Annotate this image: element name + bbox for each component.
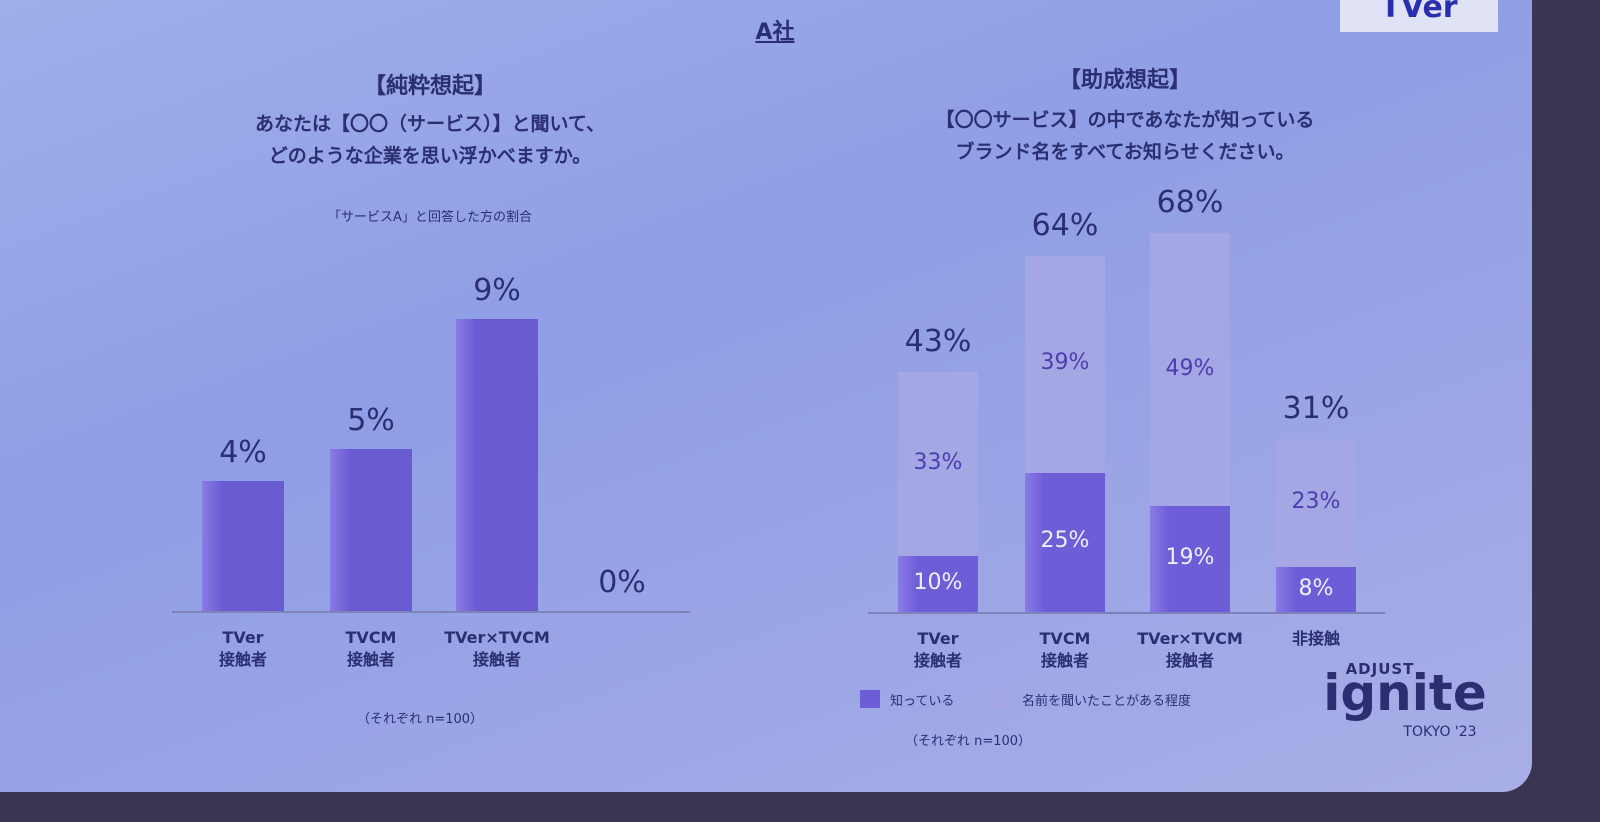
value-label: 9%: [473, 272, 521, 308]
note: （それぞれ n=100）: [356, 712, 484, 727]
annotation: 「サービスA」と回答した方の割合: [328, 210, 532, 225]
x-tick-label: TVer 接触者: [218, 628, 267, 669]
bar-segment: [1025, 472, 1105, 612]
x-tick-label: TVer×TVCM 接触者: [1137, 629, 1243, 670]
note: （それぞれ n=100）: [904, 734, 1032, 749]
value-label: 5%: [347, 402, 395, 438]
x-axis: [868, 612, 1385, 614]
chart-subtitle: あなたは【〇〇（サービス）】と聞いて、 どのような企業を思い浮かべますか。: [255, 113, 605, 167]
segment-label: 39%: [1040, 350, 1090, 376]
legend-label: 名前を聞いたことがある程度: [1022, 694, 1192, 709]
segment-label: 8%: [1298, 575, 1334, 601]
legend-swatch: [860, 690, 880, 708]
legend-swatch: [992, 690, 1012, 708]
bar: [456, 318, 538, 611]
x-tick-label: TVCM 接触者: [345, 628, 397, 669]
chart-subtitle: 【〇〇サービス】の中であなたが知っている ブランド名をすべてお知らせください。: [935, 109, 1315, 163]
segment-label: 33%: [913, 450, 963, 476]
x-tick-label: TVCM 接触者: [1039, 629, 1091, 670]
chart-title: 【純粋想起】: [363, 74, 496, 99]
segment-label: 25%: [1040, 528, 1090, 554]
value-label: 4%: [219, 435, 267, 470]
total-label: 68%: [1156, 185, 1224, 221]
total-label: 31%: [1282, 391, 1350, 427]
x-tick-label: 非接触: [1291, 629, 1340, 648]
logo-name: ignite: [1323, 664, 1487, 722]
bar-segment: [898, 372, 978, 557]
chart-title: 【助成想起】: [1058, 68, 1191, 93]
slide-title: A社: [755, 20, 795, 45]
logo-tver: TVer: [1380, 0, 1458, 25]
bar-segment: [1025, 255, 1105, 473]
bar: [202, 481, 284, 611]
segment-label: 23%: [1291, 489, 1341, 515]
x-tick-label: TVer 接触者: [913, 629, 962, 670]
slide: A社 TVer ADJUST ignite TOKYO '23 【純粋想起】あな…: [0, 0, 1532, 792]
bar: [330, 448, 412, 611]
x-tick-label: TVer×TVCM 接触者: [444, 628, 550, 669]
total-label: 64%: [1031, 207, 1099, 243]
value-label: 0%: [598, 565, 646, 600]
total-label: 43%: [904, 324, 972, 360]
bar-segment: [1276, 567, 1356, 612]
legend-label: 知っている: [890, 694, 955, 709]
bar-segment: [1276, 439, 1356, 568]
logo-sub: TOKYO '23: [1403, 724, 1477, 740]
segment-label: 49%: [1165, 355, 1215, 381]
logo-brand: ADJUST: [1345, 660, 1415, 678]
logo-box: TVer: [1340, 0, 1498, 32]
bar-segment: [898, 556, 978, 612]
segment-label: 19%: [1165, 545, 1215, 571]
bar-segment: [1150, 233, 1230, 507]
bar-segment: [1150, 506, 1230, 612]
segment-label: 10%: [913, 570, 963, 596]
x-axis: [172, 611, 690, 613]
